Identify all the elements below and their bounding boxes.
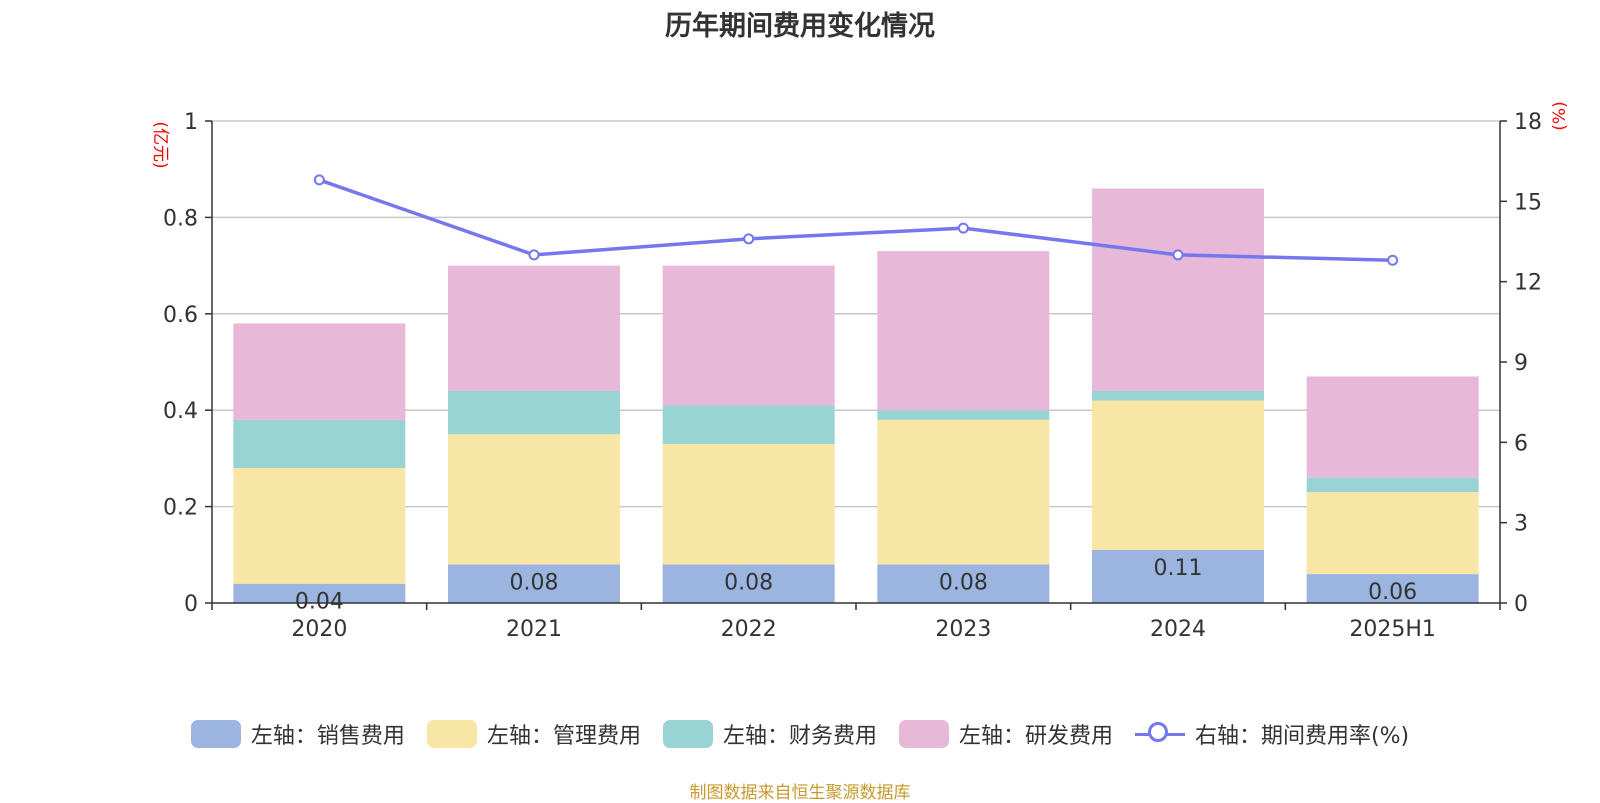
y-left-tick-label: 0.8 (163, 206, 198, 231)
legend: 左轴：销售费用 左轴：管理费用 左轴：财务费用 左轴：研发费用 右轴：期间费用率… (0, 718, 1600, 750)
bar-segment (233, 419, 406, 469)
bar-segment (233, 583, 406, 603)
line-point (957, 222, 969, 234)
bar-segment (448, 564, 620, 603)
bar-series (233, 188, 1479, 603)
legend-item-rnd[interactable]: 左轴：研发费用 (898, 718, 1113, 750)
bar-segment (662, 564, 835, 603)
axes: 0 0.2 0.4 0.6 0.8 1 0 3 6 9 12 15 18 2020 2021 2022 2023… (150, 101, 1570, 642)
bar-segment (877, 419, 1050, 565)
y-left-tick-label: 0.2 (163, 496, 198, 521)
chart-title: 历年期间费用变化情况 (665, 11, 935, 42)
data-label: 0.11 (1154, 556, 1203, 581)
legend-item-expense-ratio[interactable]: 右轴：期间费用率(%) (1134, 718, 1410, 750)
bar-segment (877, 410, 1050, 420)
legend-item-sales[interactable]: 左轴：销售费用 (190, 718, 405, 750)
bar-segment (1092, 390, 1264, 401)
legend-label-finance: 左轴：财务费用 (722, 724, 877, 749)
line-series (313, 174, 1399, 266)
line-point (528, 249, 540, 261)
legend-label-rnd: 左轴：研发费用 (958, 724, 1113, 749)
y-left-tick-label: 1 (184, 110, 198, 135)
y-right-tick-label: 6 (1514, 431, 1528, 456)
y-left-tick-label: 0.4 (163, 399, 198, 424)
line-point (1172, 249, 1184, 261)
bar-segment (662, 265, 835, 406)
data-label: 0.08 (939, 570, 988, 595)
legend-swatch-admin (426, 720, 477, 748)
bar-segment (448, 390, 620, 435)
data-label: 0.08 (510, 570, 559, 595)
legend-swatch-expense-ratio (1134, 720, 1185, 748)
bar-segment (1306, 376, 1479, 478)
y-left-tick-label: 0.6 (163, 303, 198, 328)
bar-segment (1092, 400, 1264, 550)
source-note: 制图数据来自恒生聚源数据库 (689, 783, 911, 803)
y-left-tick-label: 0 (184, 592, 198, 617)
bar-segment (448, 265, 620, 391)
data-label: 0.06 (1368, 580, 1417, 605)
bar-segment (1306, 574, 1479, 603)
bar-segment (662, 405, 835, 444)
y-right-tick-label: 12 (1514, 271, 1542, 296)
y-left-unit-label: (亿元) (150, 121, 170, 168)
legend-swatch-sales (190, 720, 241, 748)
bar-segment (448, 434, 620, 565)
bar-segment (1092, 549, 1264, 603)
legend-label-expense-ratio: 右轴：期间费用率(%) (1194, 724, 1410, 749)
y-right-unit-label: (%) (1550, 101, 1570, 130)
legend-label-admin: 左轴：管理费用 (486, 724, 641, 749)
bar-segment (662, 443, 835, 565)
data-labels: 0.04 0.08 0.08 0.08 0.11 0.06 (295, 556, 1417, 615)
legend-item-admin[interactable]: 左轴：管理费用 (426, 718, 641, 750)
legend-item-finance[interactable]: 左轴：财务费用 (662, 718, 877, 750)
data-label: 0.08 (724, 570, 773, 595)
bar-segment (1306, 477, 1479, 493)
legend-swatch-finance (662, 720, 713, 748)
line-point (743, 233, 755, 245)
bar-segment (233, 468, 406, 584)
x-tick-label: 2021 (506, 617, 562, 642)
y-right-tick-label: 18 (1514, 110, 1542, 135)
bar-segment (877, 251, 1050, 411)
y-right-tick-label: 9 (1514, 351, 1528, 376)
legend-swatch-rnd (898, 720, 949, 748)
x-tick-label: 2023 (935, 617, 991, 642)
legend-label-sales: 左轴：销售费用 (250, 724, 405, 749)
data-label: 0.04 (295, 590, 344, 615)
x-tick-label: 2022 (721, 617, 777, 642)
y-right-tick-label: 15 (1514, 190, 1542, 215)
y-right-tick-label: 0 (1514, 592, 1528, 617)
line-point (313, 174, 325, 186)
x-tick-label: 2025H1 (1349, 617, 1436, 642)
x-tick-label: 2020 (291, 617, 347, 642)
bar-segment (877, 564, 1050, 603)
line-point (1387, 254, 1399, 266)
bar-segment (1306, 492, 1479, 575)
bar-segment (233, 323, 406, 420)
y-right-tick-label: 3 (1514, 512, 1528, 537)
expense-ratio-line (318, 178, 1393, 262)
bar-segment (1092, 188, 1264, 391)
x-tick-label: 2024 (1150, 617, 1206, 642)
chart-canvas: 0 0.2 0.4 0.6 0.8 1 0 3 6 9 12 15 18 2020 2021 2022 2023… (150, 101, 1570, 642)
